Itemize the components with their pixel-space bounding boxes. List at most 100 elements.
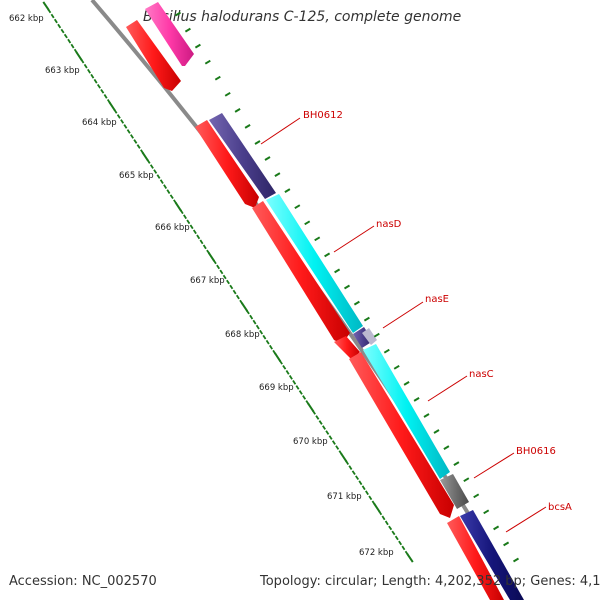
gene-label-bcsa: bcsA xyxy=(548,502,572,513)
outer-tick xyxy=(214,75,221,81)
minor-tick xyxy=(133,139,138,144)
minor-tick xyxy=(265,339,270,345)
minor-tick xyxy=(60,28,65,34)
minor-tick xyxy=(90,73,95,79)
tick-label-670: 670 kbp xyxy=(293,437,328,447)
gene-label-nasd: nasD xyxy=(376,219,402,230)
minor-tick xyxy=(335,445,340,450)
minor-tick xyxy=(163,184,168,189)
cds-forward-pink xyxy=(145,2,194,66)
major-tick xyxy=(42,1,50,11)
minor-tick xyxy=(259,329,264,335)
minor-tick xyxy=(120,119,125,124)
outer-tick xyxy=(453,461,460,466)
outer-tick xyxy=(423,413,430,418)
minor-tick xyxy=(345,460,350,465)
minor-tick xyxy=(126,129,131,134)
minor-tick xyxy=(103,94,108,99)
minor-tick xyxy=(130,134,134,139)
gene-label-nasc: nasC xyxy=(469,369,494,380)
outer-tick xyxy=(334,268,341,274)
tick-label-663: 663 kbp xyxy=(45,66,80,76)
cds-reverse-2 xyxy=(195,120,259,208)
major-tick xyxy=(406,553,414,563)
leader-bcsa xyxy=(505,506,547,533)
outer-tick xyxy=(353,300,360,306)
outer-tick xyxy=(403,381,410,386)
minor-tick xyxy=(53,18,58,24)
minor-tick xyxy=(226,279,230,285)
tick-label-672: 672 kbp xyxy=(359,548,394,558)
minor-tick xyxy=(328,435,333,440)
minor-tick xyxy=(255,324,260,330)
minor-tick xyxy=(325,430,330,435)
outer-tick xyxy=(194,43,201,49)
tick-label-667: 667 kbp xyxy=(190,276,225,286)
minor-tick xyxy=(100,88,105,94)
minor-tick xyxy=(351,470,356,476)
tick-label-669: 669 kbp xyxy=(259,383,294,393)
minor-tick xyxy=(318,420,323,425)
minor-tick xyxy=(50,13,55,19)
outer-scale-ticks xyxy=(174,11,520,563)
accession-text: Accession: NC_002570 xyxy=(9,574,157,589)
leader-bh0616 xyxy=(473,452,515,479)
minor-tick xyxy=(153,169,158,174)
tick-label-671: 671 kbp xyxy=(327,492,362,502)
minor-tick xyxy=(302,395,307,400)
minor-tick xyxy=(63,33,68,39)
outer-tick xyxy=(264,156,271,161)
outer-tick xyxy=(244,124,251,129)
minor-tick xyxy=(113,109,118,114)
major-tick xyxy=(240,302,249,312)
minor-tick xyxy=(298,390,303,395)
cds-reverse-4 xyxy=(334,336,360,360)
outer-tick xyxy=(324,252,331,258)
minor-tick xyxy=(285,370,290,375)
cds-forward-nase-tail xyxy=(362,328,377,345)
minor-tick xyxy=(179,209,184,215)
minor-tick xyxy=(235,294,240,300)
outer-tick xyxy=(463,477,470,483)
outer-tick xyxy=(493,525,500,531)
gene-label-nase: nasE xyxy=(425,294,449,305)
minor-tick xyxy=(262,334,267,340)
forward-strand-track xyxy=(145,2,524,600)
outer-tick xyxy=(373,332,380,338)
cds-reverse-5 xyxy=(349,352,454,518)
minor-tick xyxy=(312,410,316,415)
minor-tick xyxy=(282,364,287,370)
minor-tick xyxy=(83,63,88,69)
minor-tick xyxy=(295,385,300,390)
major-tick xyxy=(307,402,315,413)
minor-tick xyxy=(202,244,207,250)
tick-label-666: 666 kbp xyxy=(155,223,190,233)
minor-tick xyxy=(70,43,75,49)
leader-nase xyxy=(382,301,424,329)
outer-tick xyxy=(343,284,351,290)
minor-tick xyxy=(196,234,201,240)
minor-tick xyxy=(365,490,369,496)
minor-tick xyxy=(116,114,121,119)
minor-tick xyxy=(186,219,191,225)
minor-tick xyxy=(67,38,72,44)
minor-tick xyxy=(398,540,403,546)
tick-label-665: 665 kbp xyxy=(119,171,154,181)
minor-tick xyxy=(358,480,363,486)
minor-tick xyxy=(288,375,293,380)
minor-tick xyxy=(229,284,234,290)
minor-tick xyxy=(391,530,396,536)
minor-tick xyxy=(166,189,171,194)
minor-tick xyxy=(322,425,326,430)
minor-tick xyxy=(149,164,154,169)
cds-forward-nase xyxy=(353,327,373,348)
minor-tick xyxy=(93,78,98,84)
minor-tick xyxy=(212,259,217,265)
minor-tick xyxy=(222,274,227,280)
minor-tick xyxy=(394,535,399,541)
minor-tick xyxy=(146,159,151,164)
genome-summary-text: Topology: circular; Length: 4,202,352 bp… xyxy=(260,574,600,589)
major-tick xyxy=(373,503,381,513)
minor-tick xyxy=(348,465,353,470)
